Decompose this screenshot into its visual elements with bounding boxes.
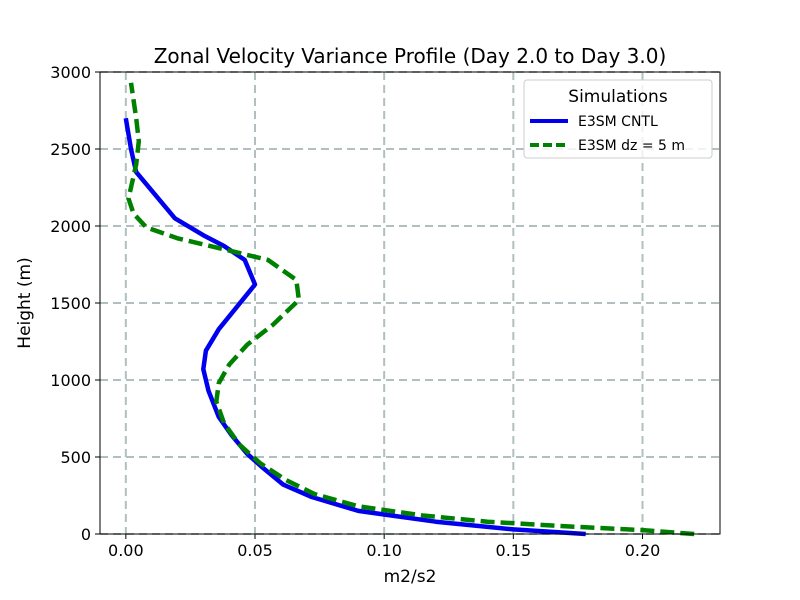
legend-box: [523, 79, 713, 159]
x-tick-label: 0.05: [237, 541, 273, 560]
series-line-0: [123, 117, 586, 537]
y-tick-label: 500: [60, 448, 91, 467]
legend-label-e3sm-cntl: E3SM CNTL: [578, 114, 658, 130]
legend: Simulations E3SM CNTL E3SM dz = 5 m: [523, 79, 713, 159]
y-axis: 0 500 1000 1500 2000 2500 3000: [50, 63, 100, 544]
x-tick-label: 0.20: [625, 541, 661, 560]
series-layer: [123, 82, 695, 537]
legend-title: Simulations: [568, 87, 668, 107]
y-tick-label: 1500: [50, 294, 91, 313]
legend-label-e3sm-dz5: E3SM dz = 5 m: [578, 138, 685, 154]
chart-title: Zonal Velocity Variance Profile (Day 2.0…: [154, 44, 667, 68]
y-tick-label: 0: [81, 525, 91, 544]
x-tick-label: 0.00: [108, 541, 144, 560]
x-axis-label: m2/s2: [384, 567, 437, 587]
x-axis: 0.00 0.05 0.10 0.15 0.20: [108, 534, 660, 560]
y-tick-label: 2500: [50, 140, 91, 159]
x-tick-label: 0.10: [366, 541, 402, 560]
y-tick-label: 3000: [50, 63, 91, 82]
series-line-1: [126, 82, 695, 537]
y-axis-label: Height (m): [15, 257, 35, 348]
x-tick-label: 0.15: [496, 541, 532, 560]
y-tick-label: 2000: [50, 217, 91, 236]
y-tick-label: 1000: [50, 371, 91, 390]
